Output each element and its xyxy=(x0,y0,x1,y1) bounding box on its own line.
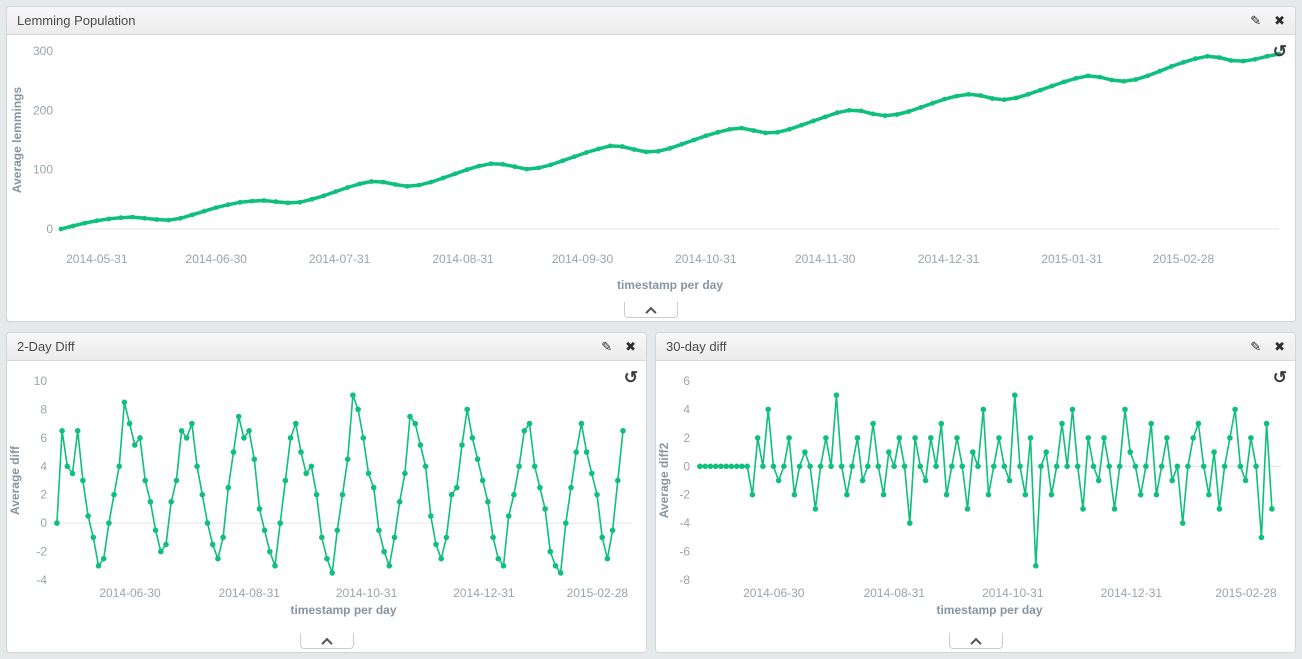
svg-text:2: 2 xyxy=(683,431,690,445)
panel-actions: ✎ ✖ xyxy=(601,340,636,353)
svg-text:-6: -6 xyxy=(679,545,690,559)
svg-text:0: 0 xyxy=(683,459,690,473)
chart-area: ↺ -4 -2 0 2 4 6 8 10 2014-06-30 2014-08-31 2014-10… xyxy=(7,361,646,652)
svg-text:2014-10-31: 2014-10-31 xyxy=(982,586,1044,600)
svg-text:10: 10 xyxy=(34,374,48,388)
svg-text:0: 0 xyxy=(46,222,53,236)
svg-text:2015-02-28: 2015-02-28 xyxy=(1215,586,1277,600)
svg-text:2: 2 xyxy=(40,488,47,502)
svg-text:Average lemmings: Average lemmings xyxy=(10,87,24,194)
edit-panel-icon[interactable]: ✎ xyxy=(1250,13,1262,28)
svg-text:2014-11-30: 2014-11-30 xyxy=(795,252,856,266)
zoom-out-icon[interactable]: ↺ xyxy=(1272,368,1287,387)
svg-text:2015-02-28: 2015-02-28 xyxy=(567,586,629,600)
lemming-population-line-chart[interactable]: 0 100 200 300 2014-05-31 2014-06-30 2014-07-31… xyxy=(7,35,1295,321)
collapse-panel-button[interactable] xyxy=(624,302,678,319)
svg-text:4: 4 xyxy=(683,402,690,416)
svg-text:-8: -8 xyxy=(679,573,690,587)
svg-text:8: 8 xyxy=(40,402,47,416)
panel-title: 30-day diff xyxy=(666,339,727,354)
zoom-out-icon[interactable]: ↺ xyxy=(1272,42,1287,61)
chart-area: ↺ -8 -6 -4 -2 0 2 4 6 2014-06-30 2014-08-31 2014-1… xyxy=(656,361,1295,652)
close-panel-icon[interactable]: ✖ xyxy=(1274,13,1285,28)
svg-text:2014-06-30: 2014-06-30 xyxy=(99,586,161,600)
zoom-out-icon[interactable]: ↺ xyxy=(623,368,638,387)
close-panel-icon[interactable]: ✖ xyxy=(625,339,636,354)
svg-text:2014-12-31: 2014-12-31 xyxy=(918,252,980,266)
svg-text:Average diff: Average diff xyxy=(8,445,22,515)
svg-text:timestamp per day: timestamp per day xyxy=(290,603,396,617)
panel-lemming-population: Lemming Population ✎ ✖ ↺ 0 100 200 300 2014-… xyxy=(6,6,1296,322)
svg-text:timestamp per day: timestamp per day xyxy=(617,278,723,292)
edit-panel-icon[interactable]: ✎ xyxy=(601,339,613,354)
svg-text:2014-12-31: 2014-12-31 xyxy=(453,586,515,600)
svg-text:2014-12-31: 2014-12-31 xyxy=(1101,586,1163,600)
panel-header: Lemming Population ✎ ✖ xyxy=(7,7,1295,35)
svg-text:6: 6 xyxy=(683,374,690,388)
svg-text:2014-08-31: 2014-08-31 xyxy=(432,252,494,266)
svg-text:200: 200 xyxy=(33,103,53,117)
chevron-up-icon xyxy=(320,637,333,650)
svg-text:6: 6 xyxy=(40,431,47,445)
svg-text:2014-10-31: 2014-10-31 xyxy=(675,252,737,266)
svg-text:-4: -4 xyxy=(679,516,690,530)
chart-area: ↺ 0 100 200 300 2014-05-31 2014-06-30 2014-07-… xyxy=(7,35,1295,321)
svg-text:2014-06-30: 2014-06-30 xyxy=(743,586,805,600)
collapse-panel-button[interactable] xyxy=(948,633,1003,650)
svg-text:2014-07-31: 2014-07-31 xyxy=(309,252,371,266)
panel-2-day-diff: 2-Day Diff ✎ ✖ ↺ -4 -2 0 2 4 6 8 10 2014-06-30 20… xyxy=(6,332,647,653)
dashboard: Lemming Population ✎ ✖ ↺ 0 100 200 300 2014-… xyxy=(6,6,1296,653)
svg-text:timestamp per day: timestamp per day xyxy=(936,603,1042,617)
svg-text:0: 0 xyxy=(40,516,47,530)
panel-actions: ✎ ✖ xyxy=(1250,14,1285,27)
close-panel-icon[interactable]: ✖ xyxy=(1274,339,1285,354)
svg-text:2014-08-31: 2014-08-31 xyxy=(219,586,281,600)
svg-text:-4: -4 xyxy=(36,573,47,587)
svg-text:Average diff2: Average diff2 xyxy=(657,442,671,518)
svg-text:4: 4 xyxy=(40,459,47,473)
edit-panel-icon[interactable]: ✎ xyxy=(1250,339,1262,354)
panel-title: Lemming Population xyxy=(17,13,136,28)
panel-30-day-diff: 30-day diff ✎ ✖ ↺ -8 -6 -4 -2 0 2 4 6 2014-06-30… xyxy=(655,332,1296,653)
svg-text:2014-06-30: 2014-06-30 xyxy=(186,252,248,266)
svg-text:2014-09-30: 2014-09-30 xyxy=(552,252,614,266)
chevron-up-icon xyxy=(969,637,982,650)
chevron-up-icon xyxy=(645,306,657,319)
svg-text:2014-10-31: 2014-10-31 xyxy=(336,586,398,600)
svg-text:-2: -2 xyxy=(679,488,690,502)
panel-header: 30-day diff ✎ ✖ xyxy=(656,333,1295,361)
2-day-diff-line-chart[interactable]: -4 -2 0 2 4 6 8 10 2014-06-30 2014-08-31 2014-10-3… xyxy=(7,361,646,652)
svg-text:100: 100 xyxy=(33,163,53,177)
svg-text:2015-01-31: 2015-01-31 xyxy=(1041,252,1103,266)
30-day-diff-line-chart[interactable]: -8 -6 -4 -2 0 2 4 6 2014-06-30 2014-08-31 2014-10-… xyxy=(656,361,1295,652)
panel-header: 2-Day Diff ✎ ✖ xyxy=(7,333,646,361)
panel-actions: ✎ ✖ xyxy=(1250,340,1285,353)
bottom-row: 2-Day Diff ✎ ✖ ↺ -4 -2 0 2 4 6 8 10 2014-06-30 20… xyxy=(6,332,1296,653)
panel-title: 2-Day Diff xyxy=(17,339,75,354)
svg-text:2014-05-31: 2014-05-31 xyxy=(66,252,128,266)
svg-text:2015-02-28: 2015-02-28 xyxy=(1153,252,1215,266)
svg-text:300: 300 xyxy=(33,44,53,58)
svg-text:2014-08-31: 2014-08-31 xyxy=(864,586,926,600)
svg-text:-2: -2 xyxy=(36,545,47,559)
collapse-panel-button[interactable] xyxy=(299,633,354,650)
